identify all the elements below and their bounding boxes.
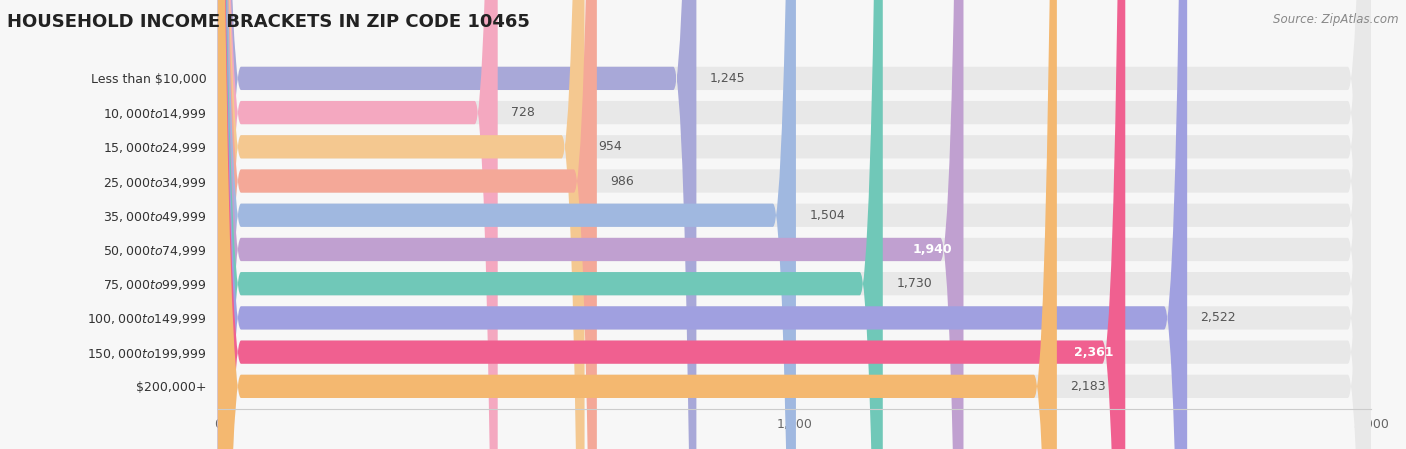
FancyBboxPatch shape [218,0,696,449]
FancyBboxPatch shape [218,0,498,449]
Text: 2,522: 2,522 [1201,312,1236,325]
FancyBboxPatch shape [218,0,1371,449]
Text: 1,504: 1,504 [810,209,845,222]
FancyBboxPatch shape [218,0,1187,449]
FancyBboxPatch shape [218,0,1371,449]
FancyBboxPatch shape [218,0,1057,449]
FancyBboxPatch shape [218,0,883,449]
FancyBboxPatch shape [218,0,585,449]
Text: 2,361: 2,361 [1074,346,1114,359]
FancyBboxPatch shape [218,0,1371,449]
FancyBboxPatch shape [218,0,1371,449]
FancyBboxPatch shape [218,0,1371,449]
Text: 728: 728 [512,106,536,119]
FancyBboxPatch shape [218,0,1371,449]
Text: 954: 954 [598,140,621,153]
Text: 1,245: 1,245 [710,72,745,85]
FancyBboxPatch shape [218,0,1125,449]
Text: HOUSEHOLD INCOME BRACKETS IN ZIP CODE 10465: HOUSEHOLD INCOME BRACKETS IN ZIP CODE 10… [7,13,530,31]
FancyBboxPatch shape [218,0,963,449]
FancyBboxPatch shape [218,0,1371,449]
Text: 2,183: 2,183 [1070,380,1107,393]
FancyBboxPatch shape [218,0,1371,449]
FancyBboxPatch shape [218,0,796,449]
Text: 1,940: 1,940 [912,243,952,256]
FancyBboxPatch shape [218,0,598,449]
Text: Source: ZipAtlas.com: Source: ZipAtlas.com [1274,13,1399,26]
Text: 986: 986 [610,175,634,188]
FancyBboxPatch shape [218,0,1371,449]
FancyBboxPatch shape [218,0,1371,449]
Text: 1,730: 1,730 [896,277,932,290]
